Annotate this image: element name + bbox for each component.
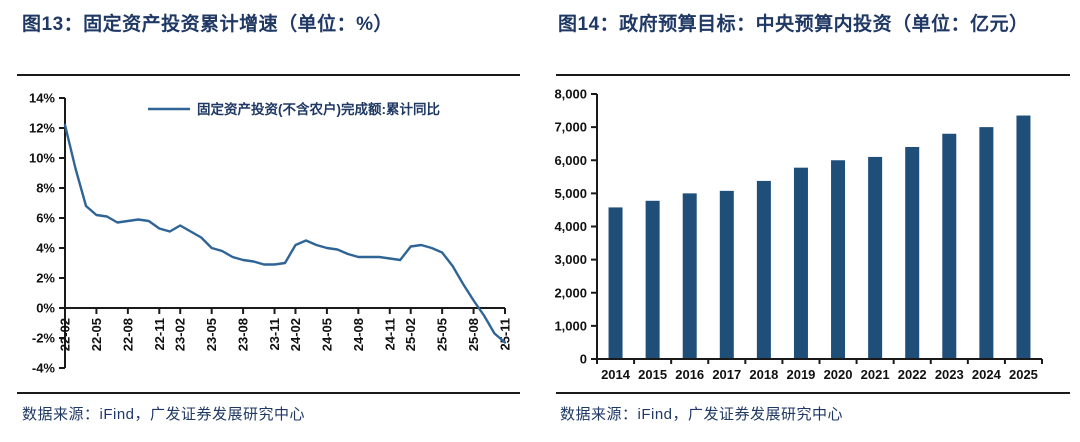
x-axis-label: 2015	[638, 367, 667, 382]
x-axis-label: 25-08	[466, 318, 481, 351]
y-axis-label: 1,000	[554, 318, 587, 333]
y-axis-label: 8%	[36, 181, 55, 196]
x-axis-label: 25-11	[498, 318, 513, 351]
y-axis-label: 8,000	[554, 87, 587, 102]
fig13-title-rule	[17, 74, 520, 76]
y-axis-label: 0%	[36, 301, 55, 316]
bar	[608, 207, 623, 359]
bar	[756, 180, 771, 359]
y-axis-label: 2,000	[554, 285, 587, 300]
x-axis-label: 2021	[861, 367, 890, 382]
y-axis-label: 0	[580, 352, 587, 367]
x-axis-label: 23-11	[267, 318, 282, 351]
x-axis-label: 2017	[712, 367, 741, 382]
fig13-footer-rule	[17, 392, 520, 394]
x-axis-label: 22-08	[120, 318, 135, 351]
line-series	[63, 123, 507, 344]
x-axis-label: 24-11	[382, 318, 397, 351]
panel-fig13: 图13：固定资产投资累计增速（单位：%） 14% 12% 10% 8% 6% 4% 2% 0%…	[17, 14, 520, 423]
bar	[682, 193, 697, 359]
x-axis-label: 2014	[601, 367, 631, 382]
y-axis-label: 3,000	[554, 252, 587, 267]
bar	[793, 167, 808, 359]
bar	[645, 200, 660, 359]
bar	[942, 133, 957, 359]
y-axis-label: 6%	[36, 211, 55, 226]
x-axis-label: 2022	[898, 367, 927, 382]
x-axis-label: 2018	[749, 367, 778, 382]
x-axis-label: 22-05	[89, 318, 104, 351]
bar	[868, 156, 883, 359]
x-axis-label: 23-02	[173, 318, 188, 351]
x-axis-label: 2025	[1009, 367, 1038, 382]
x-axis-label: 22-11	[152, 318, 167, 351]
fig14-footer-rule	[556, 392, 1070, 394]
x-axis-label: 23-05	[204, 318, 219, 351]
y-axis-label: -2%	[32, 331, 56, 346]
y-axis-label: 10%	[29, 151, 55, 166]
bar-chart: 0 1,000 2,000 3,000 4,000 5,000 6,000 7,000 8,00…	[554, 87, 1043, 382]
legend-label: 固定资产投资(不含农户)完成额:累计同比	[197, 101, 440, 117]
panel-fig14: 图14：政府预算目标：中央预算内投资（单位：亿元） 0 1,000 2,000 3,0…	[540, 0, 1080, 442]
bar	[905, 147, 920, 359]
fig14-title: 图14：政府预算目标：中央预算内投资（单位：亿元）	[558, 14, 1029, 35]
y-axis-label: 5,000	[554, 186, 587, 201]
y-axis-label: 4,000	[554, 219, 587, 234]
x-axis-label: 25-05	[435, 318, 450, 351]
fig13-title: 图13：固定资产投资累计增速（单位：%）	[22, 14, 394, 35]
y-axis-label: 12%	[29, 121, 55, 136]
y-axis-label: 6,000	[554, 153, 587, 168]
x-axis-label: 2019	[786, 367, 815, 382]
x-axis-label: 25-02	[403, 318, 418, 351]
x-axis-label: 2020	[824, 367, 853, 382]
fig14-title-rule	[556, 74, 1070, 76]
x-axis-label: 2024	[972, 367, 1002, 382]
line-chart: 14% 12% 10% 8% 6% 4% 2% 0% -2% -4%22-02 22-05 22-08…	[29, 91, 513, 376]
bar	[979, 127, 994, 359]
x-axis-label: 24-02	[288, 318, 303, 351]
x-axis-label: 24-05	[319, 318, 334, 351]
bar	[719, 190, 734, 359]
y-axis-label: 4%	[36, 241, 55, 256]
bar	[831, 160, 846, 359]
x-axis-label: 22-02	[58, 318, 73, 351]
fig13-source: 数据来源：iFind，广发证券发展研究中心	[22, 406, 306, 423]
y-axis-label: -4%	[32, 361, 56, 376]
x-axis-label: 2023	[935, 367, 964, 382]
bar	[1016, 115, 1031, 359]
fig14-source: 数据来源：iFind，广发证券发展研究中心	[560, 406, 844, 423]
x-axis-label: 24-08	[351, 318, 366, 351]
x-axis-label: 23-08	[236, 318, 251, 351]
y-axis-label: 14%	[29, 91, 55, 106]
x-axis-label: 2016	[675, 367, 704, 382]
y-axis-label: 2%	[36, 271, 55, 286]
y-axis-label: 7,000	[554, 120, 587, 135]
